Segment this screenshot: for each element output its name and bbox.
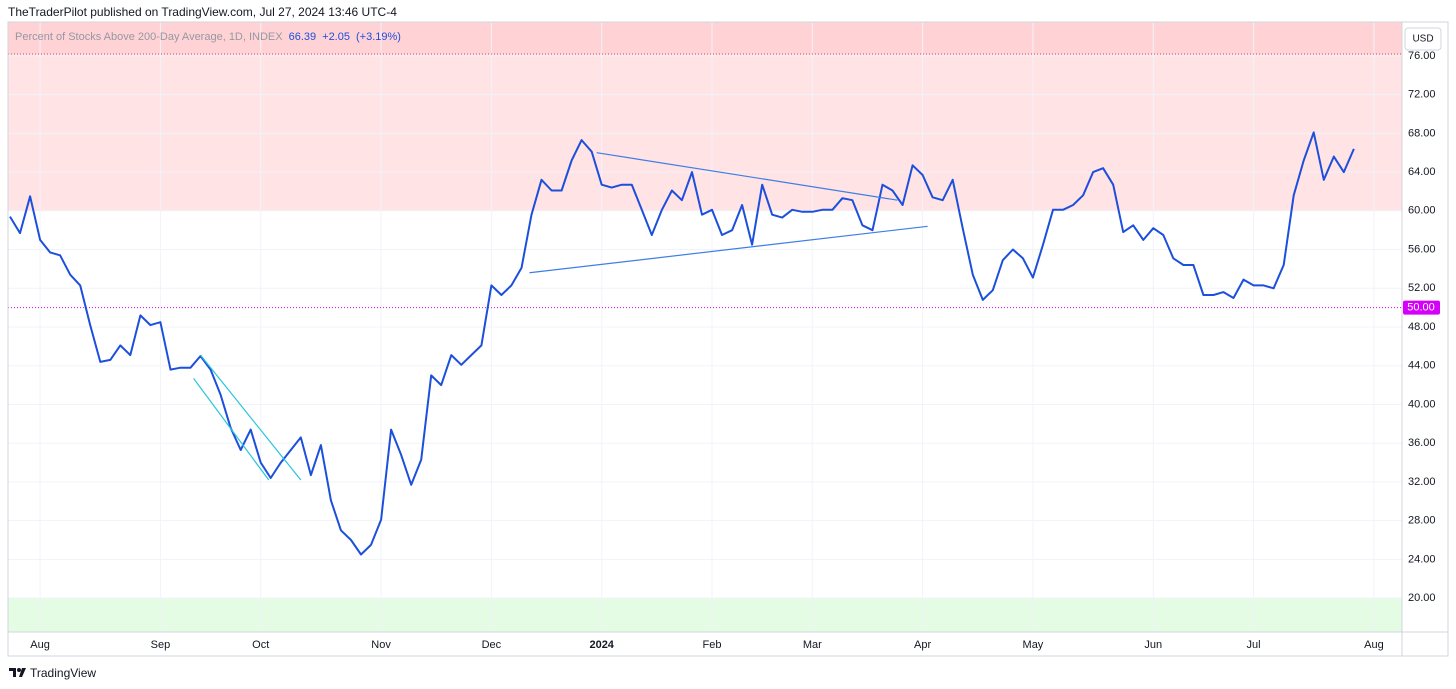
- y-tick-label: 24.00: [1408, 553, 1436, 565]
- legend-last: 66.39: [289, 31, 317, 43]
- legend-change: +2.05: [322, 31, 350, 43]
- y-tick-label: 56.00: [1408, 243, 1436, 255]
- x-tick-label: Nov: [371, 639, 391, 651]
- y-tick-label: 20.00: [1408, 592, 1436, 604]
- series-line: [9, 131, 1355, 556]
- y-tick-label: 64.00: [1408, 166, 1436, 178]
- x-tick-label: Apr: [914, 639, 931, 651]
- x-tick-label: Jun: [1144, 639, 1162, 651]
- y-tick-label: 32.00: [1408, 476, 1436, 488]
- trendline: [193, 377, 270, 481]
- x-tick-label: May: [1023, 639, 1044, 651]
- header: TheTraderPilot published on TradingView.…: [8, 5, 397, 19]
- legend-change-pct: (+3.19%): [356, 31, 401, 43]
- y-tick-label: 36.00: [1408, 437, 1436, 449]
- x-tick-label: Aug: [30, 639, 50, 651]
- footer: TradingView: [30, 666, 96, 680]
- currency[interactable]: USD: [1412, 34, 1433, 45]
- frame: [7, 21, 1449, 657]
- x-tick-label: Sep: [151, 639, 171, 651]
- y-tick-label: 72.00: [1408, 89, 1436, 101]
- logo: [9, 668, 26, 677]
- y-tick-label: 52.00: [1408, 282, 1436, 294]
- x-tick-label: Feb: [703, 639, 722, 651]
- trendline: [596, 152, 898, 201]
- y-tick-label: 60.00: [1408, 205, 1436, 217]
- plot-area: [8, 22, 1402, 632]
- legend-title: Percent of Stocks Above 200-Day Average,…: [15, 31, 283, 43]
- x-tick-label: Dec: [482, 639, 502, 651]
- x-tick-label: Jul: [1247, 639, 1261, 651]
- y-tick-label: 28.00: [1408, 515, 1436, 527]
- reference-badge: [1403, 300, 1440, 315]
- y-tick-label: 76.00: [1408, 50, 1436, 62]
- x-tick-label: Mar: [803, 639, 822, 651]
- y-tick-label: 68.00: [1408, 127, 1436, 139]
- reference-label: 50.00: [1407, 302, 1435, 314]
- band: [8, 598, 1402, 632]
- y-tick-label: 40.00: [1408, 398, 1436, 410]
- trendline: [200, 354, 302, 481]
- currency-button[interactable]: [1404, 27, 1442, 51]
- band: [8, 22, 1402, 54]
- band: [8, 53, 1402, 211]
- x-tick-label: Oct: [252, 639, 269, 651]
- y-tick-label: 44.00: [1408, 360, 1436, 372]
- x-tick-label: Aug: [1364, 639, 1384, 651]
- y-tick-label: 48.00: [1408, 321, 1436, 333]
- trendline: [529, 225, 928, 274]
- legend: Percent of Stocks Above 200-Day Average,…: [15, 31, 401, 43]
- x-tick-label: 2024: [589, 639, 614, 651]
